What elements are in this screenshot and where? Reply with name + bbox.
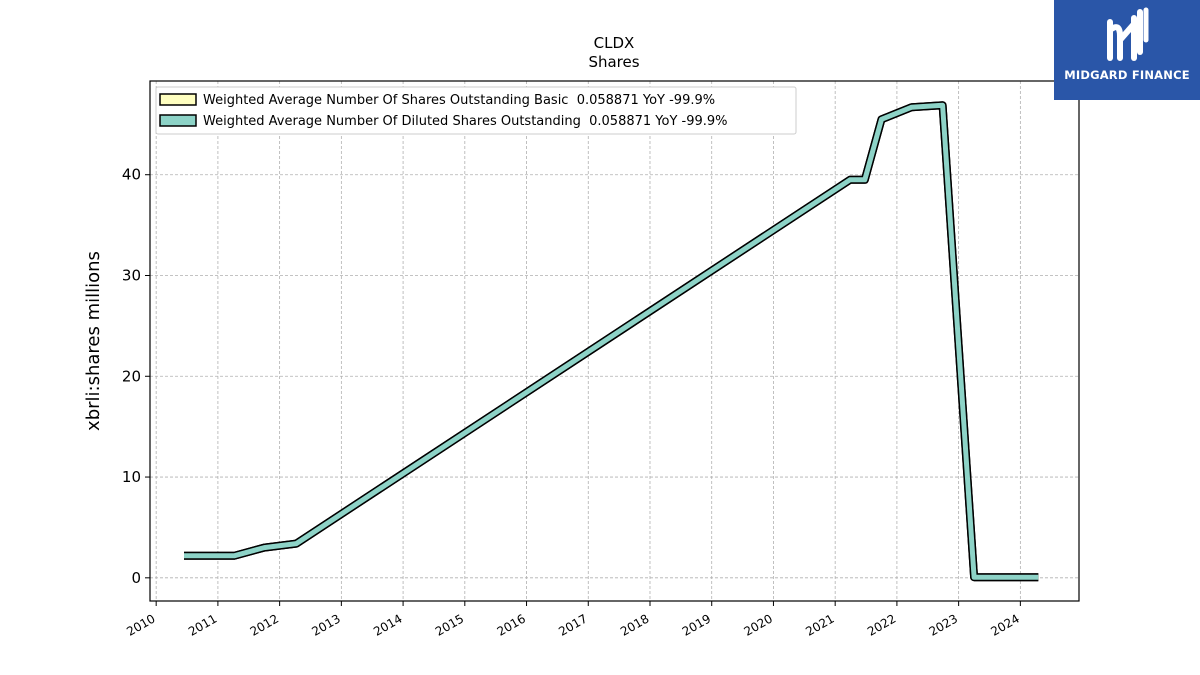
series-outline-1 — [184, 101, 1039, 582]
plot-frame — [149, 80, 1080, 602]
midgard-logo-icon — [1107, 7, 1149, 61]
y-tick-label: 40 — [122, 166, 141, 184]
legend-label-basic: Weighted Average Number Of Shares Outsta… — [203, 93, 715, 108]
x-tick-label: 2014 — [371, 611, 404, 638]
legend: Weighted Average Number Of Shares Outsta… — [155, 86, 797, 135]
legend-label-diluted: Weighted Average Number Of Diluted Share… — [203, 114, 728, 129]
x-tick-label: 2012 — [248, 611, 281, 638]
x-tick-label: 2010 — [124, 611, 157, 638]
chart-subtitle: Shares — [588, 53, 639, 71]
x-tick-label: 2016 — [495, 611, 528, 638]
legend-frame — [155, 86, 797, 135]
x-tick-label: 2015 — [433, 611, 466, 638]
grid-lines — [150, 81, 1079, 601]
legend-swatch-diluted — [159, 114, 197, 127]
y-tick-label: 10 — [122, 468, 141, 486]
y-axis-label: xbrli:shares millions — [83, 251, 104, 431]
x-tick-label: 2019 — [680, 611, 713, 638]
y-tick-label: 0 — [131, 569, 141, 587]
x-axis: 2010 2011 2012 2013 2014 2015 2016 2017 2018 2019… — [124, 601, 1022, 639]
y-tick-label: 20 — [122, 367, 141, 385]
y-axis: 0 10 20 30 40 — [122, 166, 150, 587]
brand-logo: MIDGARD FINANCE — [1054, 0, 1200, 100]
x-tick-label: 2013 — [309, 611, 342, 638]
series-layer — [183, 101, 1039, 582]
x-tick-label: 2018 — [618, 611, 651, 638]
x-tick-label: 2011 — [186, 611, 219, 638]
chart-title: CLDX — [594, 34, 635, 52]
brand-name: MIDGARD FINANCE — [1064, 68, 1190, 82]
x-tick-label: 2022 — [865, 611, 898, 638]
y-tick-label: 30 — [122, 266, 141, 284]
x-tick-label: 2024 — [988, 611, 1021, 638]
legend-swatch-basic — [159, 93, 197, 106]
x-tick-label: 2017 — [556, 611, 589, 638]
x-tick-label: 2021 — [803, 611, 836, 638]
x-tick-label: 2020 — [741, 611, 774, 638]
x-tick-label: 2023 — [927, 611, 960, 638]
